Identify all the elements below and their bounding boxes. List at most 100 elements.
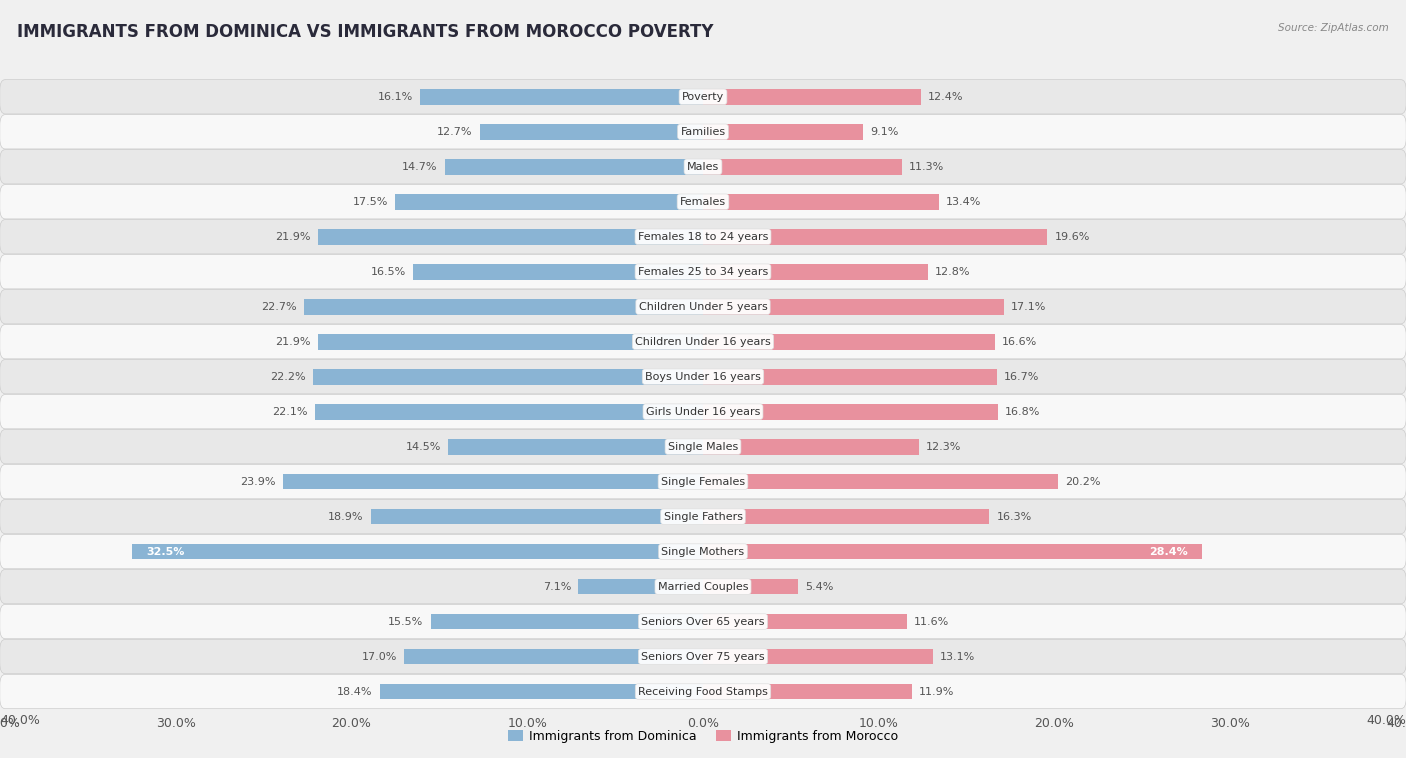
Bar	[578, 578, 703, 594]
Text: Seniors Over 65 years: Seniors Over 65 years	[641, 616, 765, 627]
Bar	[371, 509, 703, 525]
Text: Females 18 to 24 years: Females 18 to 24 years	[638, 232, 768, 242]
Text: 12.4%: 12.4%	[928, 92, 963, 102]
Text: 9.1%: 9.1%	[870, 127, 898, 136]
Bar	[380, 684, 703, 700]
Text: 12.8%: 12.8%	[935, 267, 970, 277]
Text: 13.4%: 13.4%	[945, 197, 981, 207]
FancyBboxPatch shape	[0, 149, 1406, 184]
Text: 14.5%: 14.5%	[406, 442, 441, 452]
Text: Poverty: Poverty	[682, 92, 724, 102]
Bar	[703, 439, 920, 455]
Text: 7.1%: 7.1%	[543, 581, 571, 591]
Bar	[315, 404, 703, 419]
Text: Boys Under 16 years: Boys Under 16 years	[645, 371, 761, 382]
Text: 11.6%: 11.6%	[914, 616, 949, 627]
FancyBboxPatch shape	[0, 220, 1406, 254]
Text: 20.2%: 20.2%	[1066, 477, 1101, 487]
Bar	[413, 264, 703, 280]
Text: Source: ZipAtlas.com: Source: ZipAtlas.com	[1278, 23, 1389, 33]
Bar	[703, 578, 799, 594]
Bar	[703, 474, 1057, 490]
FancyBboxPatch shape	[0, 359, 1406, 394]
FancyBboxPatch shape	[0, 604, 1406, 639]
Text: IMMIGRANTS FROM DOMINICA VS IMMIGRANTS FROM MOROCCO POVERTY: IMMIGRANTS FROM DOMINICA VS IMMIGRANTS F…	[17, 23, 713, 41]
Bar	[703, 543, 1202, 559]
Text: 12.3%: 12.3%	[927, 442, 962, 452]
Text: Females: Females	[681, 197, 725, 207]
Bar	[283, 474, 703, 490]
Bar	[318, 229, 703, 245]
Text: 21.9%: 21.9%	[276, 337, 311, 346]
FancyBboxPatch shape	[0, 534, 1406, 568]
Text: 22.2%: 22.2%	[270, 371, 307, 382]
Text: 17.5%: 17.5%	[353, 197, 388, 207]
Text: 11.9%: 11.9%	[920, 687, 955, 697]
Bar	[703, 334, 995, 349]
Text: Males: Males	[688, 161, 718, 172]
Bar	[703, 264, 928, 280]
Bar	[420, 89, 703, 105]
Text: 16.3%: 16.3%	[997, 512, 1032, 522]
Text: 40.0%: 40.0%	[1367, 714, 1406, 727]
FancyBboxPatch shape	[0, 430, 1406, 464]
Bar	[479, 124, 703, 139]
Bar	[703, 89, 921, 105]
Text: 12.7%: 12.7%	[437, 127, 472, 136]
Text: 32.5%: 32.5%	[146, 547, 184, 556]
Text: 19.6%: 19.6%	[1054, 232, 1090, 242]
Text: Single Mothers: Single Mothers	[661, 547, 745, 556]
Text: 16.8%: 16.8%	[1005, 406, 1040, 417]
Bar	[703, 684, 912, 700]
Text: Children Under 16 years: Children Under 16 years	[636, 337, 770, 346]
Bar	[703, 404, 998, 419]
Text: Married Couples: Married Couples	[658, 581, 748, 591]
Bar	[395, 194, 703, 210]
Text: 18.4%: 18.4%	[337, 687, 373, 697]
Bar	[703, 124, 863, 139]
Text: 17.1%: 17.1%	[1011, 302, 1046, 312]
Text: 15.5%: 15.5%	[388, 616, 423, 627]
Text: Seniors Over 75 years: Seniors Over 75 years	[641, 652, 765, 662]
FancyBboxPatch shape	[0, 255, 1406, 289]
FancyBboxPatch shape	[0, 324, 1406, 359]
FancyBboxPatch shape	[0, 185, 1406, 219]
Text: Single Fathers: Single Fathers	[664, 512, 742, 522]
Bar	[430, 614, 703, 629]
Text: 40.0%: 40.0%	[0, 714, 39, 727]
Text: Girls Under 16 years: Girls Under 16 years	[645, 406, 761, 417]
Bar	[132, 543, 703, 559]
Text: 23.9%: 23.9%	[240, 477, 276, 487]
Legend: Immigrants from Dominica, Immigrants from Morocco: Immigrants from Dominica, Immigrants fro…	[503, 725, 903, 748]
Text: Families: Families	[681, 127, 725, 136]
FancyBboxPatch shape	[0, 675, 1406, 709]
Bar	[703, 159, 901, 174]
FancyBboxPatch shape	[0, 465, 1406, 499]
Bar	[703, 649, 934, 665]
FancyBboxPatch shape	[0, 80, 1406, 114]
FancyBboxPatch shape	[0, 500, 1406, 534]
Text: 16.6%: 16.6%	[1001, 337, 1038, 346]
Bar	[703, 194, 939, 210]
Bar	[314, 369, 703, 384]
Bar	[703, 614, 907, 629]
Bar	[703, 229, 1047, 245]
Text: 18.9%: 18.9%	[329, 512, 364, 522]
FancyBboxPatch shape	[0, 640, 1406, 674]
Text: 14.7%: 14.7%	[402, 161, 437, 172]
Text: 17.0%: 17.0%	[361, 652, 398, 662]
Bar	[449, 439, 703, 455]
Bar	[318, 334, 703, 349]
Text: 21.9%: 21.9%	[276, 232, 311, 242]
FancyBboxPatch shape	[0, 290, 1406, 324]
FancyBboxPatch shape	[0, 569, 1406, 603]
Text: 22.1%: 22.1%	[273, 406, 308, 417]
Text: 16.5%: 16.5%	[371, 267, 406, 277]
Bar	[444, 159, 703, 174]
Bar	[304, 299, 703, 315]
Text: Receiving Food Stamps: Receiving Food Stamps	[638, 687, 768, 697]
Text: 5.4%: 5.4%	[804, 581, 834, 591]
Text: Females 25 to 34 years: Females 25 to 34 years	[638, 267, 768, 277]
Text: 28.4%: 28.4%	[1149, 547, 1188, 556]
Bar	[703, 369, 997, 384]
